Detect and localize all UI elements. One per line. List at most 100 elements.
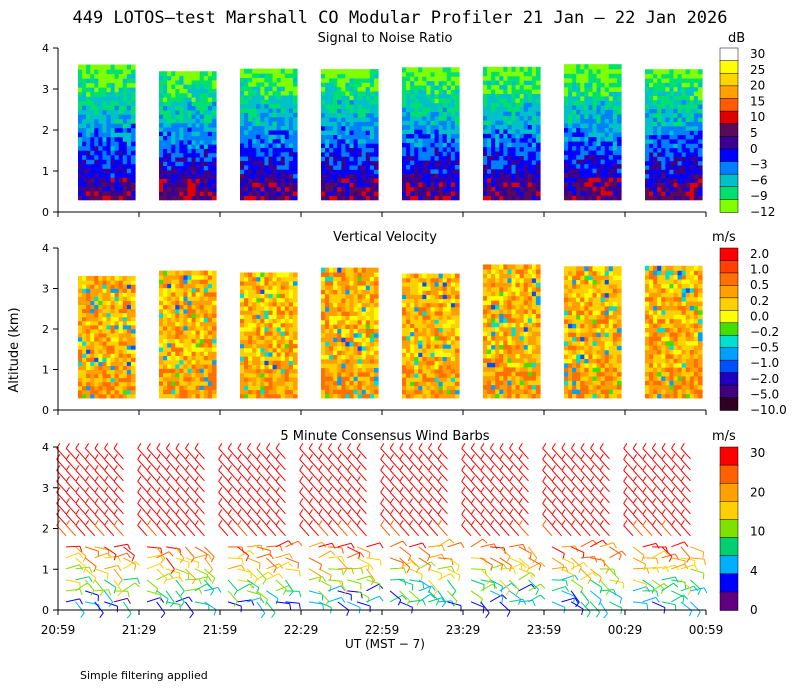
snr-cell [685, 177, 691, 183]
snr-cell [442, 98, 448, 104]
snr-cell [596, 86, 602, 92]
snr-cell [171, 92, 176, 98]
vv-cell [284, 276, 290, 282]
vv-cell [122, 332, 128, 338]
vv-cell [284, 301, 290, 307]
snr-cell [349, 130, 355, 136]
snr-cell [244, 190, 249, 196]
snr-cell [203, 109, 209, 115]
snr-cell [645, 134, 650, 140]
snr-cell [248, 103, 253, 109]
snr-cell [102, 82, 108, 88]
snr-cell [276, 186, 282, 192]
snr-cell [179, 71, 185, 77]
snr-cell [325, 169, 330, 175]
snr-cell [450, 124, 456, 130]
snr-cell [616, 109, 622, 115]
snr-cell [171, 126, 176, 132]
snr-cell [410, 137, 415, 143]
snr-cell [697, 99, 703, 105]
vv-cell [268, 289, 274, 294]
vv-cell [191, 393, 197, 399]
vv-cell [240, 318, 245, 324]
snr-cell [454, 124, 460, 130]
snr-cell [361, 103, 367, 109]
vv-cell [207, 372, 213, 378]
snr-cell [418, 177, 423, 183]
snr-cell [673, 147, 679, 153]
snr-cell [519, 66, 525, 72]
snr-cell [600, 177, 606, 183]
vv-cell [268, 347, 274, 353]
snr-cell [349, 69, 355, 75]
snr-cell [697, 191, 703, 196]
snr-cell [511, 71, 517, 77]
snr-cell [361, 77, 367, 83]
snr-cell [414, 164, 419, 170]
snr-cell [689, 151, 695, 157]
colorbar-swatch [719, 161, 739, 175]
snr-cell [564, 154, 569, 160]
vv-cell [337, 363, 342, 369]
vv-cell [78, 393, 83, 399]
vv-cell [276, 376, 282, 382]
snr-cell [94, 73, 99, 79]
vv-cell [280, 272, 286, 278]
snr-cell [345, 177, 351, 183]
vv-cell [195, 329, 201, 335]
vv-cell [211, 308, 217, 314]
snr-cell [426, 182, 432, 188]
snr-cell [588, 100, 594, 106]
snr-cell [203, 126, 209, 132]
snr-cell [353, 77, 359, 83]
vv-cell [102, 324, 108, 330]
snr-cell [531, 142, 537, 148]
snr-cell [167, 161, 172, 167]
snr-cell [159, 139, 164, 145]
vv-cell [163, 313, 168, 318]
vv-cell [102, 336, 108, 342]
snr-cell [645, 182, 650, 188]
snr-cell [337, 90, 342, 96]
snr-cell [280, 151, 286, 157]
snr-cell [657, 112, 662, 118]
vv-cell [276, 276, 282, 282]
snr-cell [402, 168, 407, 174]
vv-cell [337, 376, 342, 382]
snr-cell [531, 124, 537, 130]
vv-cell [341, 284, 347, 290]
snr-cell [442, 76, 448, 82]
snr-cell [596, 177, 602, 183]
snr-cell [252, 173, 257, 179]
snr-cell [288, 173, 294, 179]
snr-cell [98, 145, 104, 151]
vv-cell [268, 368, 274, 374]
snr-cell [321, 121, 326, 127]
snr-cell [669, 69, 675, 75]
vv-cell [240, 305, 245, 311]
snr-cell [669, 138, 675, 144]
snr-cell [203, 156, 209, 162]
snr-cell [535, 173, 541, 179]
snr-cell [288, 169, 294, 175]
vv-cell [325, 267, 330, 273]
vv-cell [191, 355, 197, 361]
snr-cell [649, 82, 654, 88]
vv-cell [333, 324, 338, 329]
snr-cell [515, 173, 521, 179]
snr-cell [159, 105, 164, 111]
snr-cell [564, 104, 569, 110]
snr-cell [292, 195, 298, 201]
snr-cell [268, 147, 274, 153]
snr-cell [515, 142, 521, 148]
snr-cell [697, 156, 703, 162]
snr-cell [337, 138, 342, 144]
vv-cell [159, 283, 164, 289]
snr-cell [179, 75, 185, 81]
snr-cell [321, 190, 326, 196]
snr-cell [353, 134, 359, 140]
vv-cell [199, 380, 205, 386]
vv-cell [329, 367, 334, 373]
vv-cell [114, 361, 120, 366]
snr-cell [240, 94, 245, 100]
